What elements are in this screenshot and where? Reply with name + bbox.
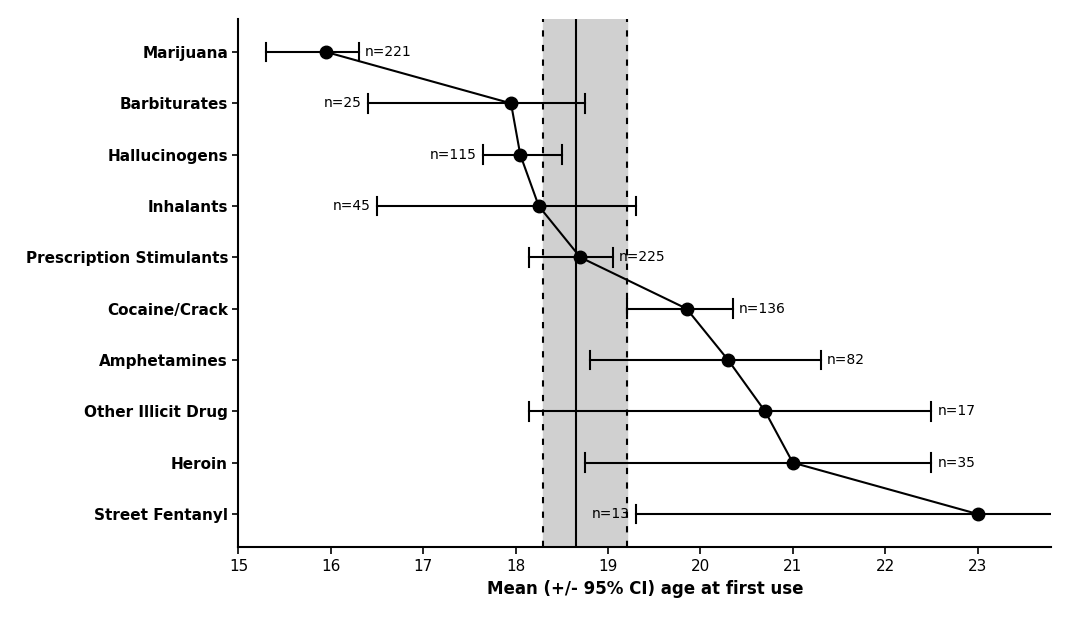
Text: n=225: n=225 [619,250,666,264]
Text: n=221: n=221 [365,45,412,59]
Text: n=136: n=136 [739,302,786,316]
Text: n=35: n=35 [938,456,976,470]
Text: n=17: n=17 [938,404,976,419]
Bar [543,19,627,547]
Text: n=82: n=82 [827,353,865,367]
X-axis label: Mean (+/- 95% CI) age at first use: Mean (+/- 95% CI) age at first use [487,580,803,598]
Text: n=45: n=45 [333,199,371,213]
Text: n=25: n=25 [323,96,361,110]
Text: n=13: n=13 [591,507,630,521]
Text: n=115: n=115 [430,147,477,162]
